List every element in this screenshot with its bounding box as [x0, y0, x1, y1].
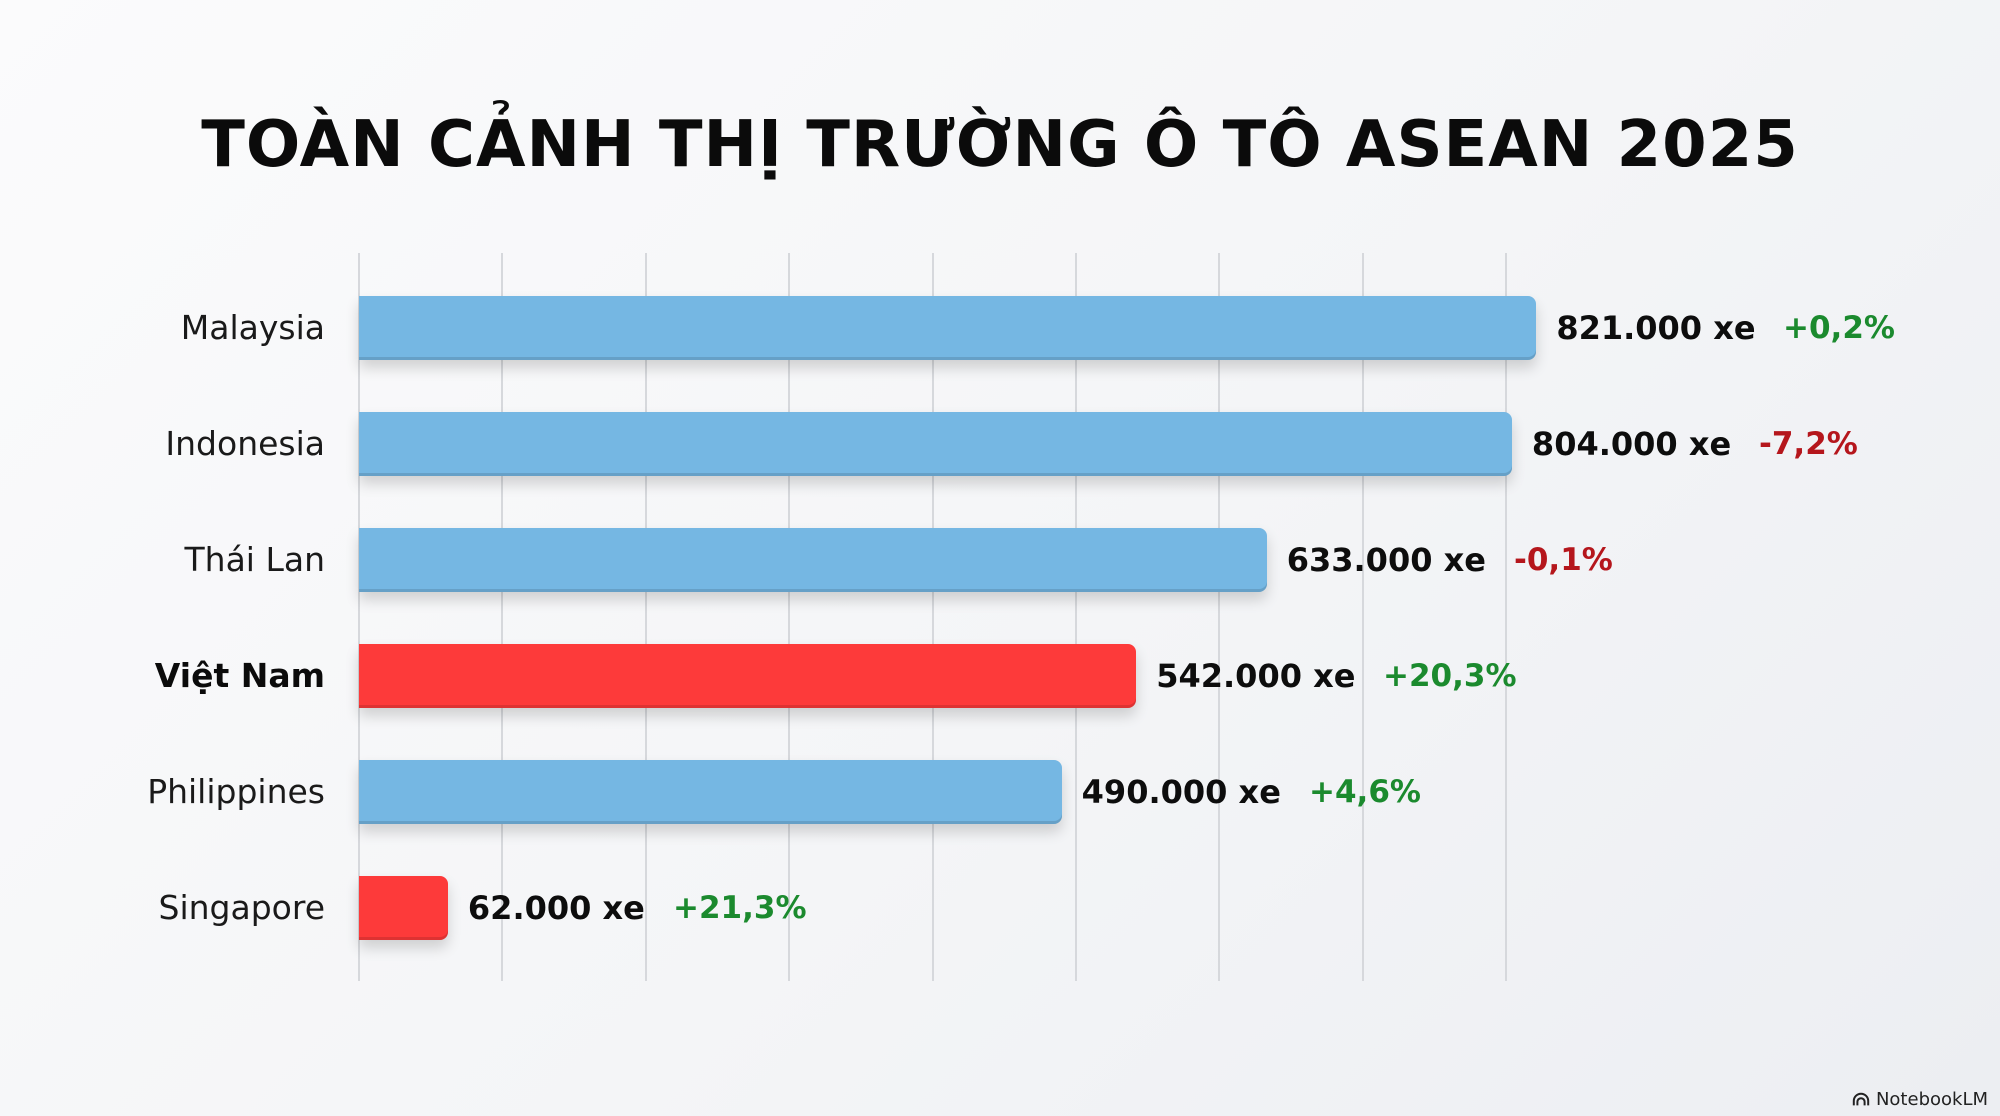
chart-row: Malaysia 821.000 xe +0,2%: [0, 296, 2000, 360]
bar: [359, 412, 1512, 476]
notebooklm-logo-icon: [1852, 1092, 1870, 1105]
grid-line: [644, 253, 647, 981]
value-label: 542.000 xe: [1156, 657, 1356, 695]
bar: [359, 644, 1137, 708]
value-label: 804.000 xe: [1531, 425, 1732, 463]
change-label: -0,1%: [1514, 542, 1613, 578]
country-label: Việt Nam: [154, 656, 325, 695]
grid-line: [358, 253, 360, 981]
grid-line: [931, 253, 934, 981]
chart-row: Indonesia 804.000 xe -7,2%: [0, 412, 2000, 476]
chart-row: Singapore 62.000 xe +21,3%: [0, 876, 2000, 940]
country-label: Singapore: [158, 888, 325, 927]
bar: [359, 760, 1062, 824]
grid-line: [1505, 253, 1508, 981]
value-label: 633.000 xe: [1286, 541, 1486, 579]
chart-row: Việt Nam 542.000 xe +20,3%: [0, 644, 2000, 708]
chart-row: Philippines 490.000 xe +4,6%: [0, 760, 2000, 824]
change-label: +21,3%: [673, 890, 807, 926]
grid-line: [1218, 253, 1221, 981]
change-label: +4,6%: [1309, 774, 1421, 810]
watermark-label: NotebookLM: [1875, 1089, 1988, 1110]
bar: [359, 528, 1267, 592]
change-label: +20,3%: [1383, 658, 1517, 694]
chart-title: TOÀN CẢNH THỊ TRƯỜNG Ô TÔ ASEAN 2025: [201, 108, 1799, 182]
country-label: Indonesia: [165, 424, 325, 463]
value-label: 490.000 xe: [1081, 773, 1281, 811]
change-label: +0,2%: [1783, 310, 1895, 346]
value-label: 821.000 xe: [1556, 309, 1756, 347]
country-label: Philippines: [147, 772, 325, 811]
bar: [359, 876, 448, 940]
notebooklm-watermark: NotebookLM: [1852, 1089, 1988, 1110]
grid-line: [1361, 253, 1364, 981]
value-label: 62.000 xe: [467, 889, 645, 927]
chart-row: Thái Lan 633.000 xe -0,1%: [0, 528, 2000, 592]
country-label: Thái Lan: [184, 540, 325, 579]
bar: [359, 296, 1537, 360]
grid-line: [788, 253, 791, 981]
grid-line: [1075, 253, 1077, 981]
grid-line: [501, 253, 504, 981]
change-label: -7,2%: [1759, 426, 1858, 462]
country-label: Malaysia: [180, 308, 325, 347]
